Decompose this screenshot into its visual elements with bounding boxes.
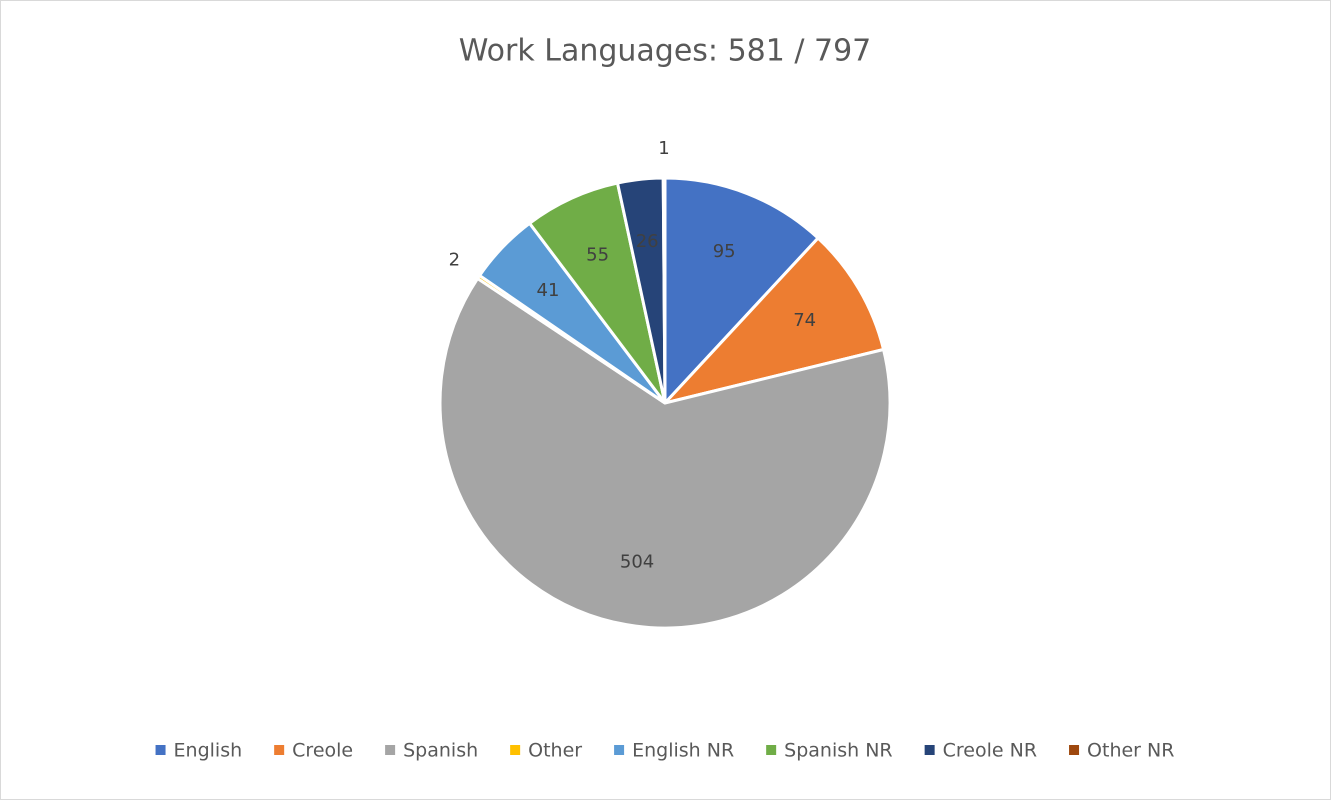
data-label: 504 — [620, 552, 654, 573]
legend-label: English NR — [632, 740, 734, 762]
legend-swatch — [766, 745, 777, 755]
data-label: 2 — [449, 250, 460, 271]
legend-label: Spanish NR — [784, 740, 892, 762]
data-label: 26 — [636, 231, 659, 252]
data-label: 41 — [537, 280, 560, 301]
data-label: 74 — [793, 310, 816, 331]
legend-label: English — [174, 740, 243, 762]
legend-swatch — [274, 745, 285, 755]
legend-label: Other — [528, 740, 582, 762]
chart-title: Work Languages: 581 / 797 — [459, 34, 872, 69]
legend-label: Spanish — [403, 740, 478, 762]
data-label: 1 — [658, 138, 669, 159]
legend-swatch — [155, 745, 166, 755]
data-label: 95 — [713, 241, 736, 262]
legend-swatch — [385, 745, 396, 755]
pie-slice — [663, 176, 821, 407]
legend-swatch — [614, 745, 625, 755]
legend-swatch — [1069, 745, 1080, 755]
legend-swatch — [924, 745, 935, 755]
legend-label: Creole NR — [943, 740, 1037, 762]
data-label: 55 — [586, 245, 609, 266]
legend-label: Other NR — [1087, 740, 1174, 762]
legend-swatch — [510, 745, 521, 755]
pie-slice — [661, 176, 667, 404]
legend-label: Creole — [292, 740, 353, 762]
pie-slice — [438, 276, 892, 630]
